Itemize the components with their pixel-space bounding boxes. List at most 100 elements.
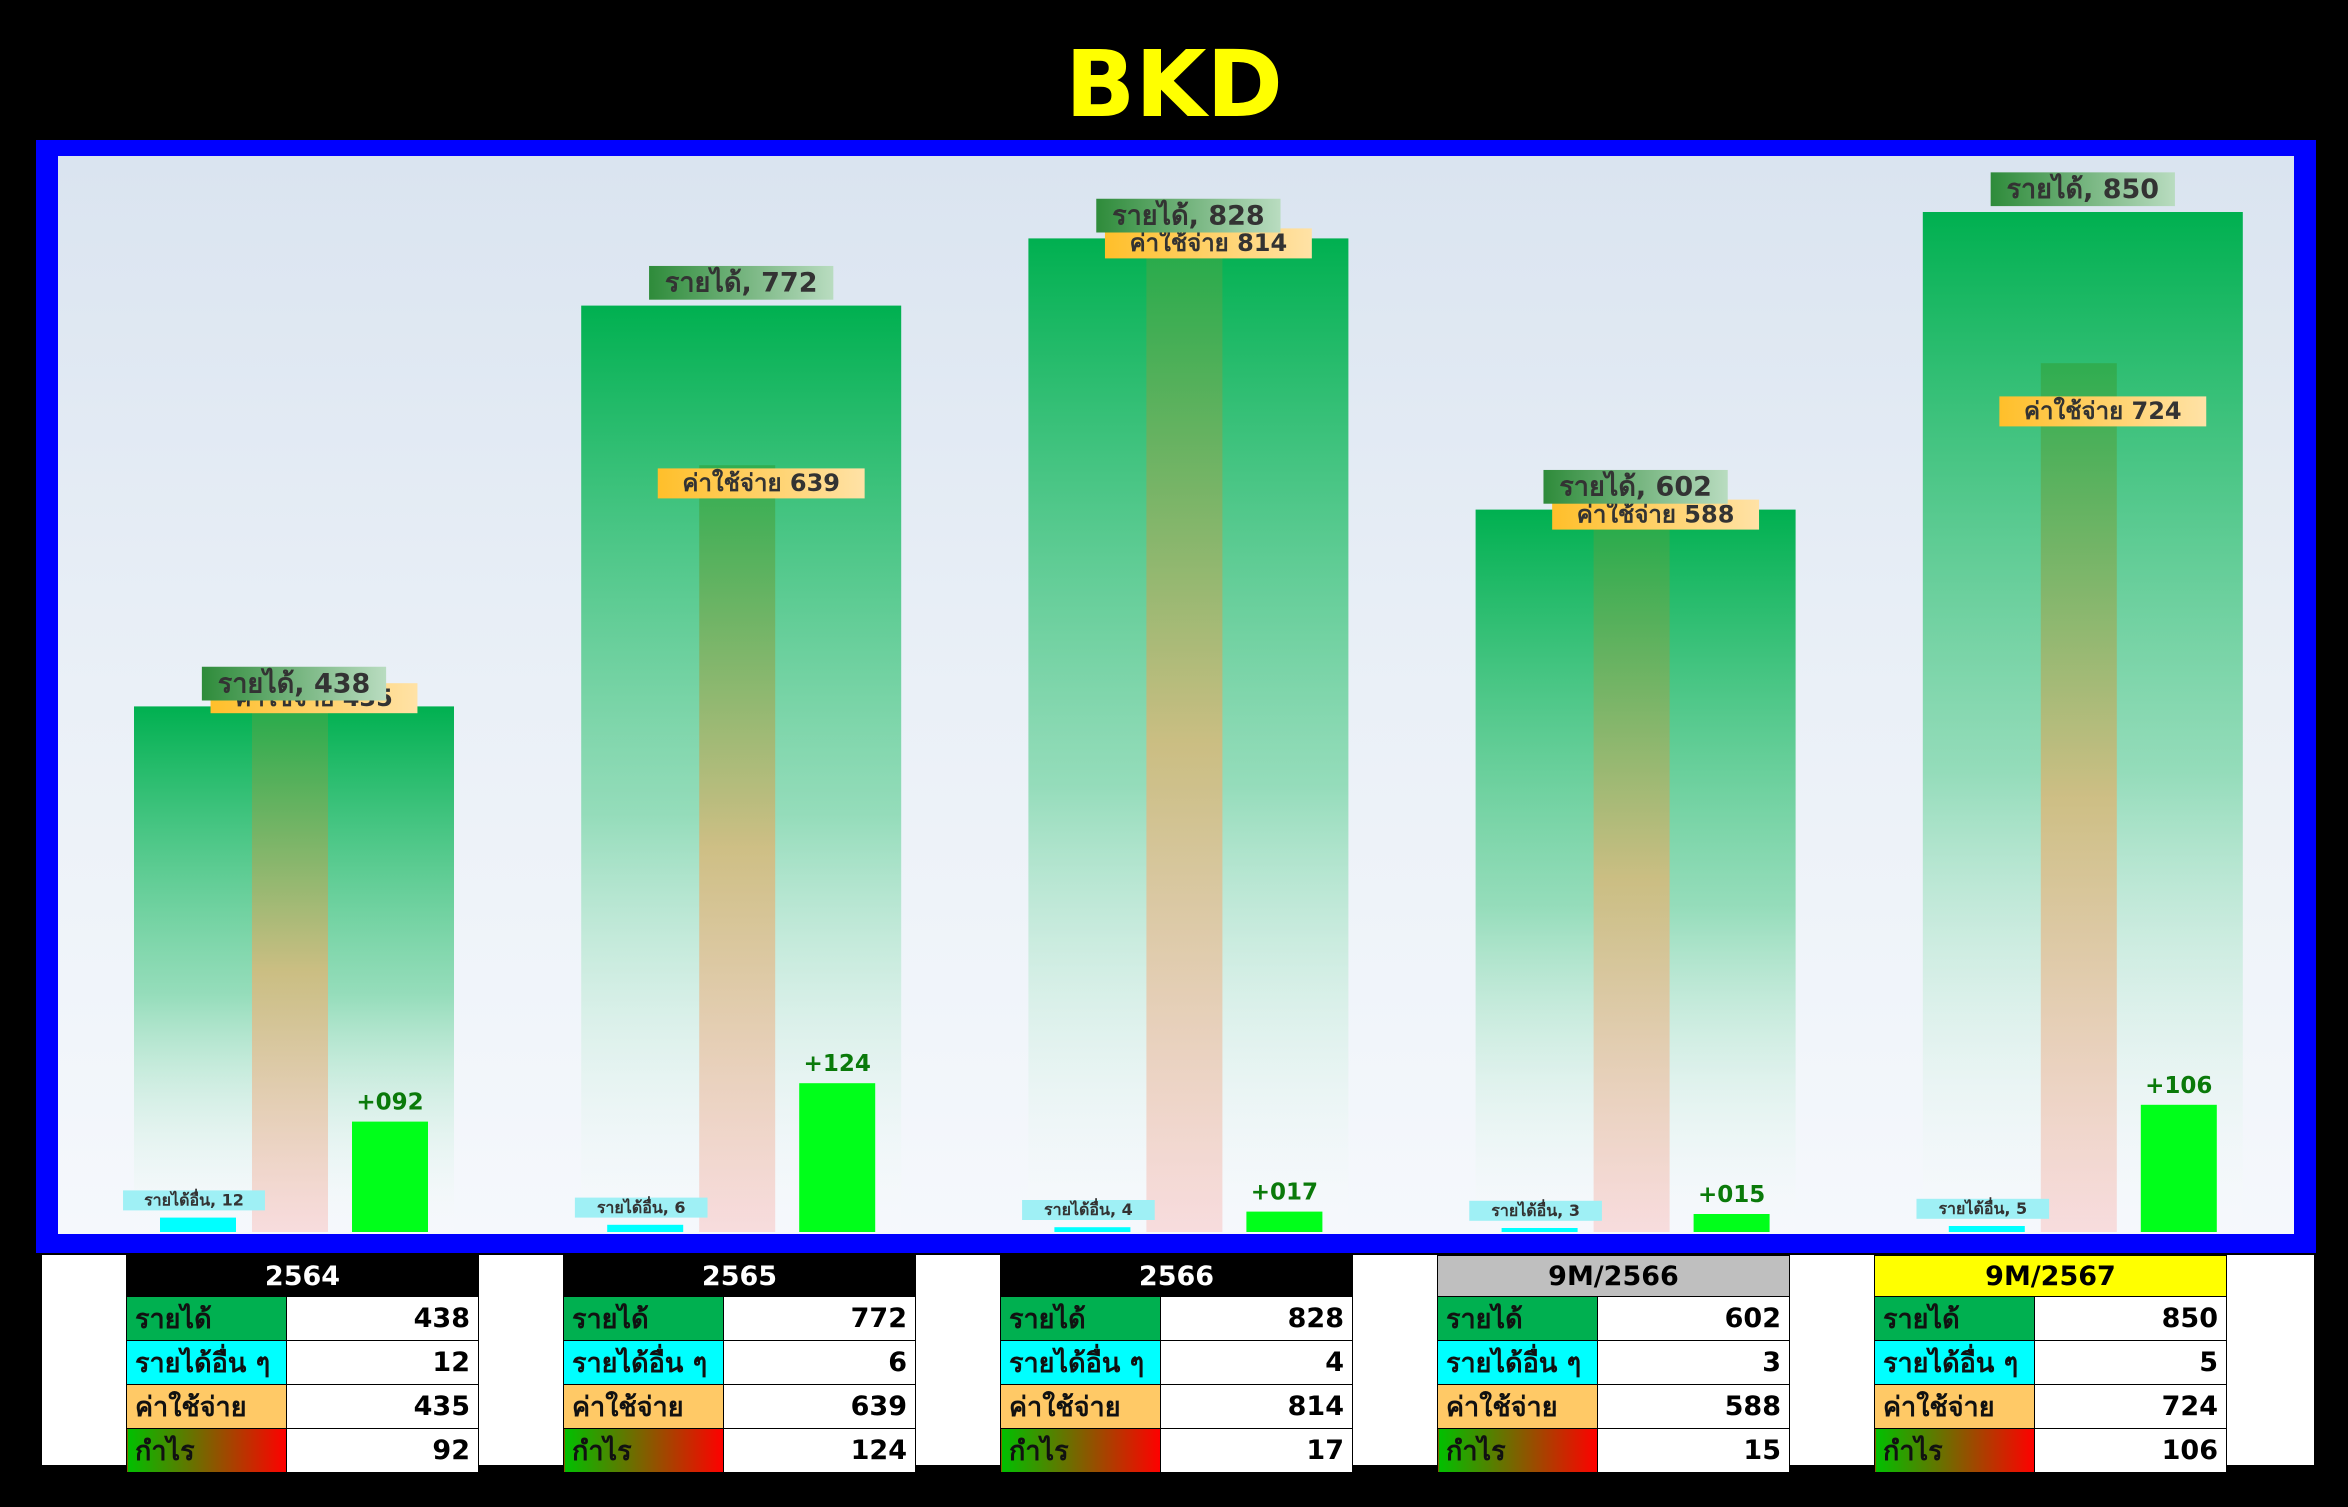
- bar-profit: [2140, 1104, 2217, 1232]
- other-income-label: รายได้อื่น ๆ: [126, 1340, 287, 1385]
- profit-value: 106: [2034, 1428, 2227, 1473]
- summary-tables: 2564 รายได้ 438 รายได้อื่น ๆ 12 ค่าใช้จ่าย…: [42, 1255, 2314, 1473]
- bar-other-income: [607, 1224, 684, 1232]
- svg-text:รายได้, 772: รายได้, 772: [665, 267, 818, 299]
- svg-text:รายได้, 828: รายได้, 828: [1112, 199, 1265, 231]
- profit-label: กำไร: [1874, 1428, 2035, 1473]
- profit-label: กำไร: [1000, 1428, 1161, 1473]
- svg-text:รายได้, 850: รายได้, 850: [2006, 173, 2159, 205]
- svg-text:รายได้อื่น, 4: รายได้อื่น, 4: [1044, 1198, 1133, 1219]
- expense-value: 814: [1160, 1384, 1353, 1429]
- expense-label: ค่าใช้จ่าย: [1437, 1384, 1598, 1429]
- data-label-revenue: รายได้, 772: [649, 265, 834, 300]
- bar-profit: [1246, 1211, 1323, 1232]
- svg-text:รายได้อื่น, 6: รายได้อื่น, 6: [597, 1196, 686, 1217]
- revenue-label: รายได้: [1874, 1296, 2035, 1341]
- bar-profit: [799, 1083, 876, 1232]
- bar-other-income: [160, 1217, 236, 1232]
- data-label-profit: +017: [1251, 1180, 1318, 1206]
- other-income-value: 4: [1160, 1340, 1353, 1385]
- profit-label: กำไร: [1437, 1428, 1598, 1473]
- other-income-label: รายได้อื่น ๆ: [1874, 1340, 2035, 1385]
- bar-expense: [699, 465, 776, 1232]
- svg-text:+015: +015: [1698, 1182, 1765, 1208]
- revenue-value: 438: [286, 1296, 479, 1341]
- data-label-other-income: รายได้อื่น, 4: [1022, 1198, 1155, 1220]
- revenue-label: รายได้: [1000, 1296, 1161, 1341]
- data-label-profit: +106: [2145, 1073, 2212, 1099]
- other-income-value: 5: [2034, 1340, 2227, 1385]
- revenue-value: 602: [1597, 1296, 1790, 1341]
- other-income-value: 6: [723, 1340, 916, 1385]
- svg-text:+092: +092: [356, 1090, 423, 1116]
- svg-text:+017: +017: [1251, 1180, 1318, 1206]
- expense-value: 588: [1597, 1384, 1790, 1429]
- chart-title: BKD: [1065, 31, 1283, 138]
- bar-expense: [252, 710, 328, 1232]
- table-year-1: 2564 รายได้ 438 รายได้อื่น ๆ 12 ค่าใช้จ่าย…: [126, 1255, 479, 1473]
- data-label-other-income: รายได้อื่น, 6: [574, 1196, 708, 1218]
- bar-expense: [1593, 526, 1670, 1232]
- expense-label: ค่าใช้จ่าย: [1000, 1384, 1161, 1429]
- bar-profit: [1693, 1214, 1770, 1232]
- table-header: 2566: [1000, 1255, 1353, 1297]
- data-label-other-income: รายได้อื่น, 5: [1916, 1197, 2050, 1219]
- expense-label: ค่าใช้จ่าย: [563, 1384, 724, 1429]
- other-income-label: รายได้อื่น ๆ: [1437, 1340, 1598, 1385]
- data-label-profit: +092: [356, 1090, 423, 1116]
- svg-text:รายได้อื่น, 5: รายได้อื่น, 5: [1938, 1197, 2027, 1218]
- svg-text:ค่าใช้จ่าย 639: ค่าใช้จ่าย 639: [682, 468, 840, 497]
- data-label-expense: ค่าใช้จ่าย 724: [1999, 396, 2207, 427]
- svg-text:ค่าใช้จ่าย 588: ค่าใช้จ่าย 588: [1577, 499, 1735, 528]
- data-label-profit: +015: [1698, 1182, 1765, 1208]
- other-income-label: รายได้อื่น ๆ: [563, 1340, 724, 1385]
- bar-other-income: [1948, 1226, 2025, 1232]
- data-label-expense: ค่าใช้จ่าย 814: [1104, 228, 1312, 259]
- expense-value: 724: [2034, 1384, 2227, 1429]
- svg-text:ค่าใช้จ่าย 814: ค่าใช้จ่าย 814: [1130, 228, 1288, 257]
- revenue-label: รายได้: [126, 1296, 287, 1341]
- bar-other-income: [1501, 1228, 1578, 1232]
- data-label-expense: ค่าใช้จ่าย 639: [657, 468, 865, 499]
- svg-text:รายได้, 602: รายได้, 602: [1559, 471, 1712, 503]
- profit-value: 17: [1160, 1428, 1353, 1473]
- bar-expense: [1146, 255, 1223, 1232]
- data-label-revenue: รายได้, 602: [1543, 469, 1728, 504]
- revenue-value: 828: [1160, 1296, 1353, 1341]
- revenue-value: 850: [2034, 1296, 2227, 1341]
- profit-value: 92: [286, 1428, 479, 1473]
- svg-text:รายได้อื่น, 3: รายได้อื่น, 3: [1491, 1199, 1580, 1220]
- svg-text:รายได้อื่น, 12: รายได้อื่น, 12: [144, 1189, 244, 1210]
- data-label-other-income: รายได้อื่น, 3: [1469, 1199, 1602, 1221]
- svg-text:+106: +106: [2145, 1073, 2212, 1099]
- other-income-value: 12: [286, 1340, 479, 1385]
- bar-profit: [352, 1121, 428, 1232]
- revenue-label: รายได้: [1437, 1296, 1598, 1341]
- revenue-value: 772: [723, 1296, 916, 1341]
- data-label-revenue: รายได้, 850: [1990, 172, 2175, 207]
- svg-text:รายได้, 438: รายได้, 438: [218, 667, 371, 699]
- table-header: 9M/2567: [1874, 1255, 2227, 1297]
- profit-value: 15: [1597, 1428, 1790, 1473]
- data-label-revenue: รายได้, 438: [201, 666, 387, 701]
- expense-label: ค่าใช้จ่าย: [126, 1384, 287, 1429]
- table-header: 9M/2566: [1437, 1255, 1790, 1297]
- bar-other-income: [1054, 1227, 1131, 1232]
- data-label-other-income: รายได้อื่น, 12: [123, 1189, 265, 1211]
- expense-label: ค่าใช้จ่าย: [1874, 1384, 2035, 1429]
- other-income-value: 3: [1597, 1340, 1790, 1385]
- revenue-label: รายได้: [563, 1296, 724, 1341]
- bar-expense: [2040, 363, 2117, 1232]
- profit-label: กำไร: [563, 1428, 724, 1473]
- other-income-label: รายได้อื่น ๆ: [1000, 1340, 1161, 1385]
- data-label-revenue: รายได้, 828: [1096, 198, 1281, 233]
- table-header: 2565: [563, 1255, 916, 1297]
- svg-text:+124: +124: [804, 1051, 871, 1077]
